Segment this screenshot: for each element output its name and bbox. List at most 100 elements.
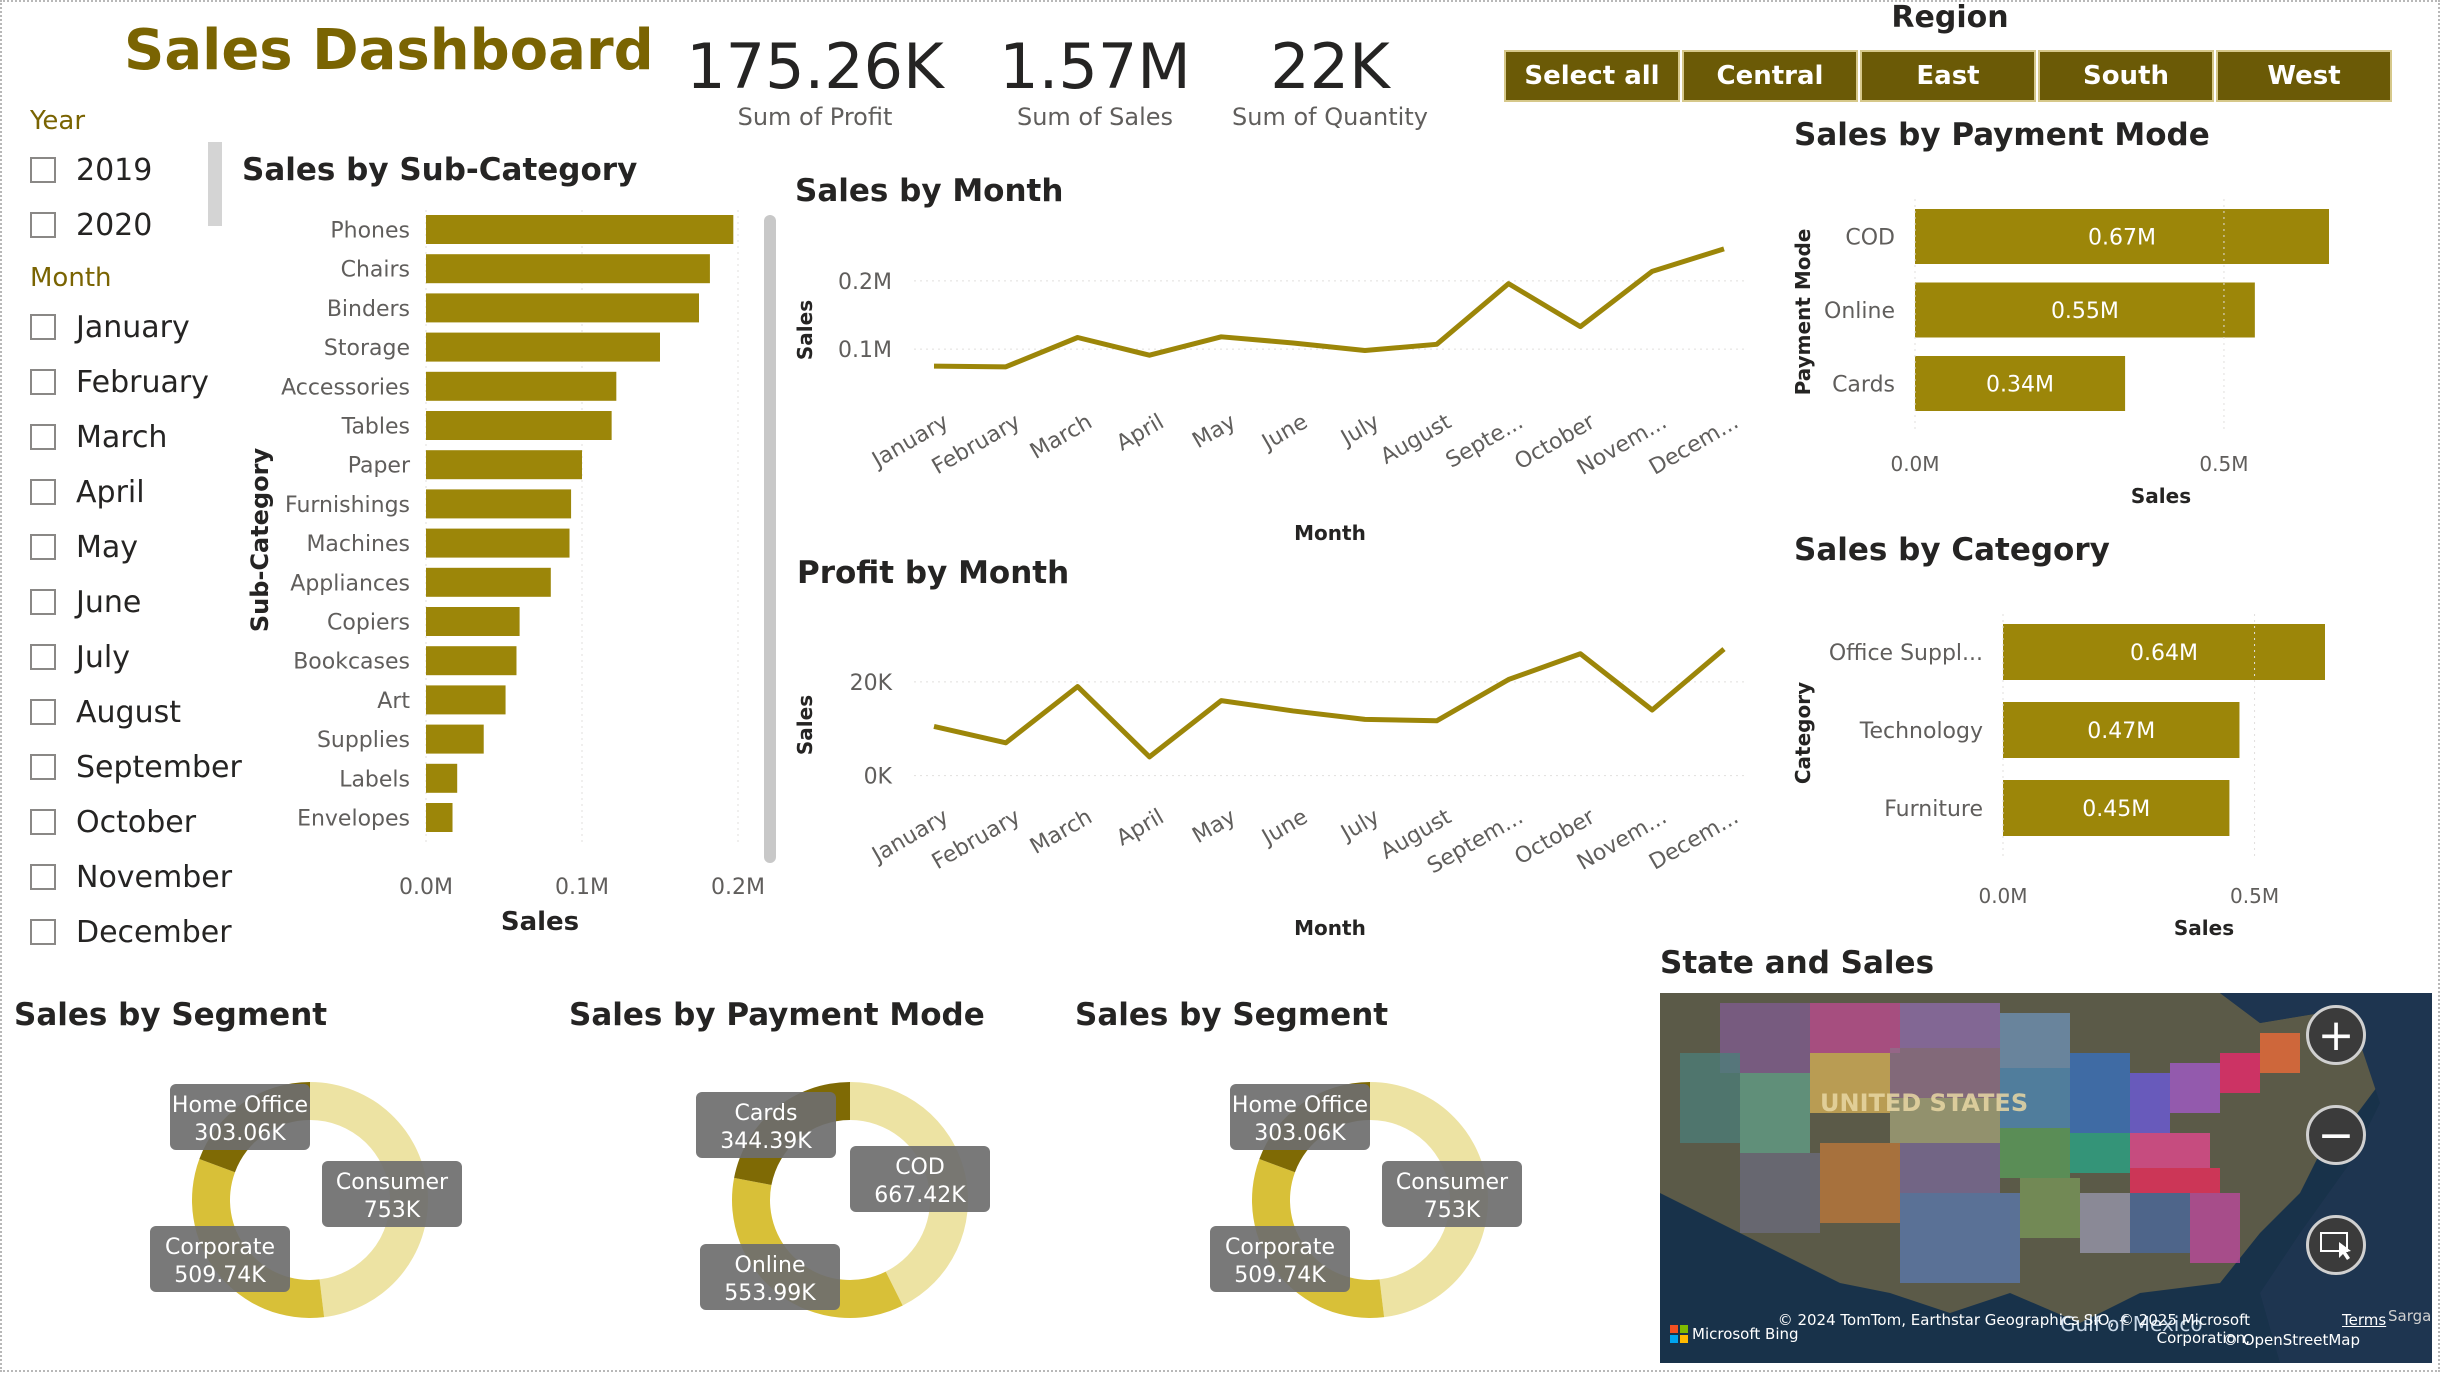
data-label: 0.67M: [2088, 226, 2156, 251]
kpi-label: Sum of Quantity: [1232, 103, 1428, 131]
month-option-june[interactable]: June: [30, 582, 242, 622]
data-label-box: [700, 1244, 840, 1310]
region-east-button[interactable]: East: [1860, 50, 2036, 102]
x-tick-label: Septe...: [1442, 410, 1528, 474]
month-option-label: July: [76, 639, 130, 675]
state-sales-map[interactable]: UNITED STATES Gulf of Mexico Microsoft B…: [1660, 993, 2432, 1363]
bar: [426, 215, 734, 244]
region-select-all-button[interactable]: Select all: [1504, 50, 1680, 102]
zoom-in-button[interactable]: +: [2306, 1005, 2366, 1065]
year-option-2019[interactable]: 2019: [30, 150, 152, 190]
month-option-august[interactable]: August: [30, 692, 242, 732]
month-option-november[interactable]: November: [30, 857, 242, 897]
select-area-button[interactable]: [2306, 1215, 2366, 1275]
checkbox[interactable]: [30, 699, 56, 725]
chart-scrollbar[interactable]: [764, 215, 776, 863]
data-label: 0.45M: [2082, 797, 2150, 822]
payment-mode-bar-chart: 0.67M COD 0.55M Online 0.34M Cards 0.0M 0.5M Sal…: [1791, 199, 2329, 508]
data-label: 0.47M: [2087, 719, 2155, 744]
bar: [426, 332, 660, 362]
checkbox[interactable]: [30, 479, 56, 505]
checkbox[interactable]: [30, 157, 56, 183]
checkbox[interactable]: [30, 534, 56, 560]
x-tick-label: April: [1112, 410, 1168, 457]
map-attribution: © 2024 TomTom, Earthstar Geographics SIO…: [1777, 1311, 2250, 1347]
tick-label: 0.5M: [2230, 884, 2279, 908]
checkbox[interactable]: [30, 864, 56, 890]
y-axis-title: Sub-Category: [246, 448, 274, 633]
x-axis-title: Month: [1294, 916, 1366, 940]
year-slicer-title: Year: [30, 106, 86, 136]
kpi-profit: 175.26K Sum of Profit: [680, 30, 950, 131]
map-terms-link[interactable]: Terms: [2342, 1311, 2387, 1329]
checkbox[interactable]: [30, 424, 56, 450]
month-option-february[interactable]: February: [30, 362, 242, 402]
bar: [426, 607, 520, 636]
category-label: Cards: [1832, 373, 1895, 398]
data-label: 0.34M: [1986, 373, 2054, 398]
month-option-march[interactable]: March: [30, 417, 242, 457]
subcategory-bar-chart: Phones Chairs Binders Storage Accessories Tab…: [246, 210, 765, 937]
checkbox[interactable]: [30, 314, 56, 340]
category-label: COD: [1845, 226, 1895, 251]
month-option-october[interactable]: October: [30, 802, 242, 842]
y-axis-title: Sales: [793, 695, 817, 755]
category-label: Office Suppl...: [1829, 641, 1983, 666]
region-west-button[interactable]: West: [2216, 50, 2392, 102]
payment-donut-title: Sales by Payment Mode: [569, 997, 985, 1033]
checkbox[interactable]: [30, 644, 56, 670]
year-option-2020[interactable]: 2020: [30, 205, 152, 245]
slice-label: Cards: [735, 1101, 798, 1126]
x-axis-title: Month: [1294, 521, 1366, 545]
payment-mode-donut-chart: COD 667.42K Online 553.99K Cards 344.39K: [696, 1082, 990, 1318]
month-option-december[interactable]: December: [30, 912, 242, 952]
slice-label: Online: [735, 1253, 806, 1278]
y-axis-title: Sales: [793, 300, 817, 360]
year-slicer-scrollbar[interactable]: [208, 142, 222, 226]
slice-label: Home Office: [172, 1093, 308, 1118]
checkbox[interactable]: [30, 919, 56, 945]
data-label-box: [850, 1146, 990, 1212]
checkbox[interactable]: [30, 809, 56, 835]
month-option-january[interactable]: January: [30, 307, 242, 347]
month-option-label: February: [76, 364, 209, 400]
data-label-box: [170, 1084, 310, 1150]
year-slicer: 2019 2020: [30, 150, 152, 245]
x-axis-title: Sales: [2174, 916, 2234, 940]
x-tick-label: July: [1335, 805, 1384, 847]
month-option-label: January: [76, 309, 190, 345]
slice-value: 753K: [1424, 1198, 1481, 1223]
checkbox[interactable]: [30, 212, 56, 238]
map-sargasso-label: Sargasso: [2388, 1307, 2432, 1325]
bar: [426, 685, 506, 715]
category-label: Accessories: [281, 375, 410, 400]
region-central-button[interactable]: Central: [1682, 50, 1858, 102]
bar: [426, 803, 453, 832]
month-slicer: January February March April May June July Augu…: [30, 307, 242, 967]
category-bar-chart: 0.64M Office Suppl... 0.47M Technology 0.45M…: [1791, 614, 2325, 940]
checkbox[interactable]: [30, 754, 56, 780]
bar: [426, 411, 612, 440]
category-label: Furniture: [1884, 797, 1983, 822]
month-option-label: June: [76, 584, 142, 620]
zoom-out-button[interactable]: −: [2306, 1105, 2366, 1165]
region-south-button[interactable]: South: [2038, 50, 2214, 102]
map-gulf-label: Gulf of Mexico: [2060, 1312, 2203, 1336]
kpi-value: 1.57M: [999, 30, 1191, 103]
slice-label: Consumer: [336, 1170, 449, 1195]
month-option-may[interactable]: May: [30, 527, 242, 567]
bar: [2003, 624, 2325, 680]
month-option-april[interactable]: April: [30, 472, 242, 512]
checkbox[interactable]: [30, 589, 56, 615]
y-axis-title: Category: [1791, 682, 1815, 784]
checkbox[interactable]: [30, 369, 56, 395]
microsoft-logo-icon: [1670, 1325, 1688, 1343]
month-option-september[interactable]: September: [30, 747, 242, 787]
month-option-label: September: [76, 749, 242, 785]
category-label: Tables: [341, 415, 410, 440]
month-option-july[interactable]: July: [30, 637, 242, 677]
kpi-value: 175.26K: [686, 30, 944, 103]
dashboard-title: Sales Dashboard: [124, 18, 654, 83]
slice-value: 753K: [364, 1198, 421, 1223]
